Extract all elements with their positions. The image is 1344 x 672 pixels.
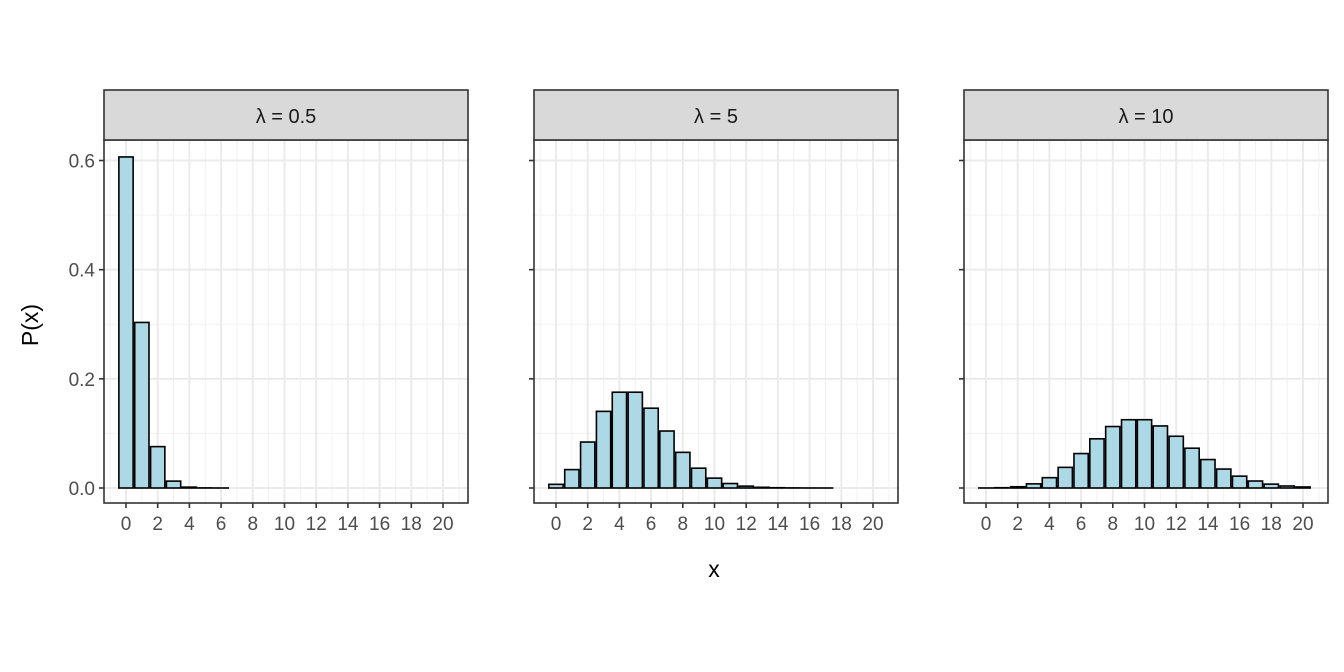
bar <box>674 451 691 489</box>
x-tick-label: 18 <box>401 514 422 535</box>
bar <box>595 410 612 489</box>
x-tick-label: 2 <box>1012 514 1023 535</box>
x-tick-label: 14 <box>1197 514 1219 535</box>
x-tick-label: 16 <box>799 514 820 535</box>
facet-strip <box>103 89 469 141</box>
bar <box>133 321 150 489</box>
bar <box>1199 458 1216 489</box>
bar <box>1089 438 1105 489</box>
bar <box>643 407 660 489</box>
bar <box>690 467 707 489</box>
bar <box>548 483 564 489</box>
x-tick-label: 20 <box>432 514 453 535</box>
x-tick-label: 6 <box>646 514 657 535</box>
panel-1: λ = 5 0 2 4 6 8 10 12 14 16 18 20 <box>529 89 899 535</box>
x-tick-label: 14 <box>337 514 359 535</box>
x-tick-label: 0 <box>981 514 992 535</box>
x-tick-label: 12 <box>736 514 757 535</box>
bar <box>1009 485 1026 489</box>
panel-2: λ = 10 0 2 4 6 8 10 12 14 16 18 20 <box>959 89 1329 535</box>
x-tick-label: 14 <box>767 514 789 535</box>
bar <box>1152 425 1169 489</box>
bar <box>1120 418 1137 489</box>
bar <box>181 486 198 489</box>
x-tick-label: 20 <box>862 514 883 535</box>
x-tick-label: 12 <box>306 514 327 535</box>
bar <box>722 482 739 489</box>
bar <box>611 391 628 489</box>
bar <box>659 430 675 489</box>
bar <box>1247 480 1264 489</box>
bar <box>579 441 596 489</box>
x-tick-label: 10 <box>704 514 725 535</box>
x-tick-label: 8 <box>1108 514 1119 535</box>
x-axis-title: x <box>708 556 720 582</box>
bar <box>1215 468 1232 489</box>
x-tick-label: 4 <box>614 514 625 535</box>
bar <box>627 391 644 489</box>
x-tick-label: 6 <box>216 514 227 535</box>
facet-strip-label: λ = 10 <box>1118 106 1173 128</box>
bar <box>1263 483 1280 489</box>
bar <box>1073 452 1090 489</box>
bar <box>1184 447 1200 489</box>
facet-strip-label: λ = 0.5 <box>256 106 317 128</box>
bar <box>1104 425 1121 489</box>
y-axis-title: P(x) <box>17 304 43 346</box>
y-tick-label: 0.6 <box>69 152 95 173</box>
bar <box>1279 485 1296 489</box>
x-tick-label: 8 <box>678 514 689 535</box>
bar <box>1057 466 1074 489</box>
x-tick-label: 2 <box>582 514 593 535</box>
bar <box>1231 475 1248 489</box>
bar <box>118 156 134 489</box>
x-tick-label: 18 <box>1261 514 1282 535</box>
facet-strip <box>533 89 899 141</box>
x-tick-label: 0 <box>121 514 132 535</box>
bar <box>1041 476 1058 489</box>
bar <box>738 485 755 489</box>
bar <box>754 486 770 489</box>
x-tick-label: 10 <box>1134 514 1155 535</box>
bar <box>1295 486 1311 489</box>
x-tick-label: 10 <box>274 514 295 535</box>
y-tick-label: 0.4 <box>69 261 96 282</box>
y-tick-label: 0.2 <box>69 370 95 391</box>
x-tick-label: 12 <box>1166 514 1187 535</box>
x-tick-label: 6 <box>1076 514 1087 535</box>
x-tick-label: 4 <box>1044 514 1055 535</box>
bar <box>1136 418 1153 489</box>
x-tick-label: 16 <box>1229 514 1250 535</box>
x-tick-label: 18 <box>831 514 852 535</box>
panel-background <box>104 140 468 503</box>
bar <box>1025 483 1042 489</box>
x-tick-label: 4 <box>184 514 195 535</box>
x-tick-label: 20 <box>1292 514 1313 535</box>
facet-strip-label: λ = 5 <box>694 106 738 128</box>
y-tick-label: 0.0 <box>69 479 95 500</box>
bar <box>563 468 580 489</box>
bar <box>149 445 166 489</box>
bar <box>706 477 723 489</box>
x-tick-label: 2 <box>152 514 163 535</box>
bar <box>165 480 182 489</box>
facet-strip <box>963 89 1329 141</box>
x-tick-label: 16 <box>369 514 390 535</box>
x-tick-label: 8 <box>248 514 259 535</box>
panel-0: λ = 0.5 0.0 0.2 0.4 0.6 0 2 4 6 8 10 12 14 16 18 20 <box>69 89 469 535</box>
x-tick-label: 0 <box>551 514 562 535</box>
bar <box>1168 435 1185 489</box>
